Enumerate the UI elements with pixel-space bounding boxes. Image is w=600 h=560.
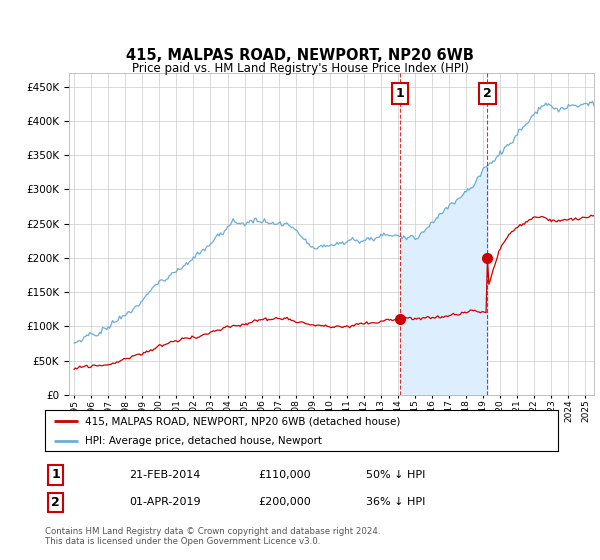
Text: 2: 2 [483, 87, 492, 100]
Text: 36% ↓ HPI: 36% ↓ HPI [366, 497, 425, 507]
Text: 21-FEB-2014: 21-FEB-2014 [129, 470, 200, 480]
Text: 50% ↓ HPI: 50% ↓ HPI [366, 470, 425, 480]
Text: 415, MALPAS ROAD, NEWPORT, NP20 6WB: 415, MALPAS ROAD, NEWPORT, NP20 6WB [126, 49, 474, 63]
Text: Contains HM Land Registry data © Crown copyright and database right 2024.
This d: Contains HM Land Registry data © Crown c… [45, 527, 380, 546]
Text: £110,000: £110,000 [258, 470, 311, 480]
Text: Price paid vs. HM Land Registry's House Price Index (HPI): Price paid vs. HM Land Registry's House … [131, 62, 469, 75]
Text: 01-APR-2019: 01-APR-2019 [129, 497, 200, 507]
Text: 415, MALPAS ROAD, NEWPORT, NP20 6WB (detached house): 415, MALPAS ROAD, NEWPORT, NP20 6WB (det… [85, 417, 400, 426]
Text: 2: 2 [52, 496, 60, 509]
Text: £200,000: £200,000 [258, 497, 311, 507]
Text: HPI: Average price, detached house, Newport: HPI: Average price, detached house, Newp… [85, 436, 322, 446]
Text: 1: 1 [52, 468, 60, 482]
Text: 1: 1 [395, 87, 404, 100]
